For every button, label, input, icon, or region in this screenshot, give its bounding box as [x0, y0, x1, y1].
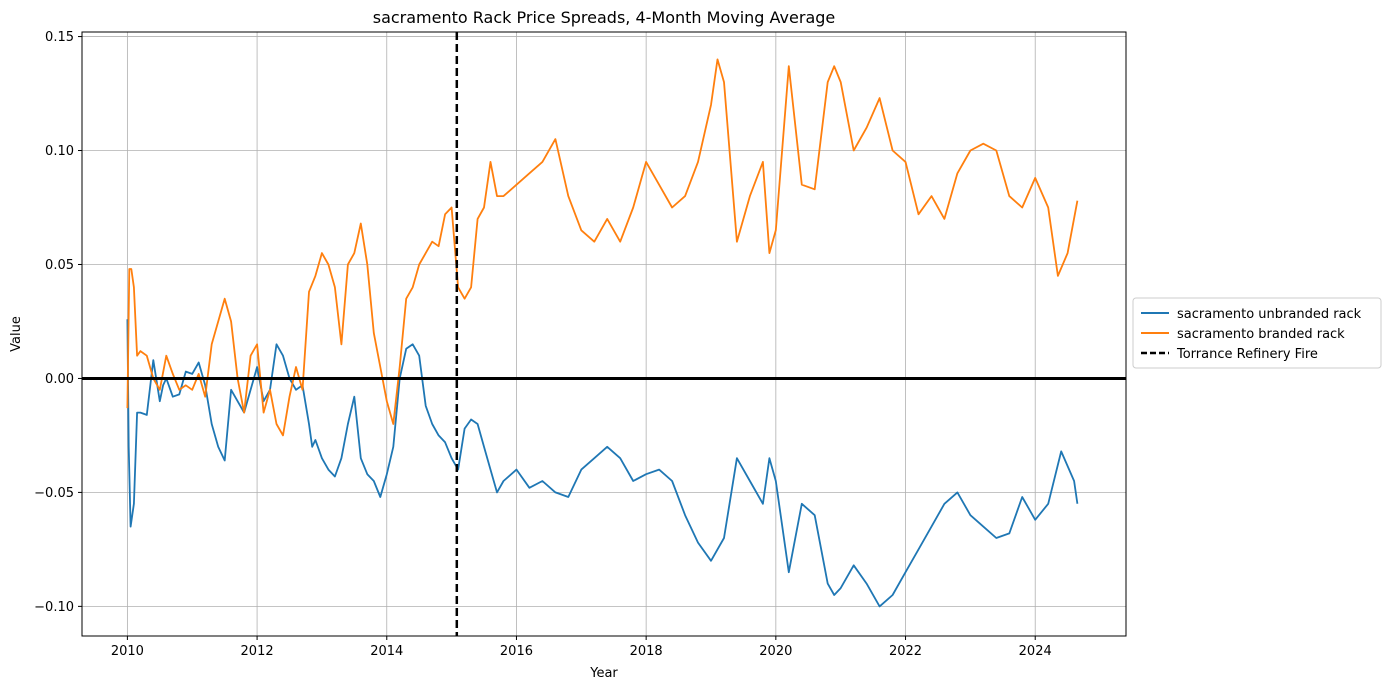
y-axis-title: Value	[9, 316, 24, 352]
legend-label-fire: Torrance Refinery Fire	[1176, 347, 1318, 362]
x-tick-label: 2012	[241, 644, 274, 659]
series-line-1	[126, 58, 1079, 437]
legend: sacramento unbranded rack sacramento bra…	[1132, 297, 1382, 369]
y-tick-label: 0.05	[45, 258, 74, 273]
x-tick-label: 2010	[111, 644, 144, 659]
y-tick-label: 0.15	[45, 30, 74, 45]
y-tick-label: 0.00	[45, 372, 74, 387]
series-lines	[126, 58, 1079, 608]
legend-label-unbranded: sacramento unbranded rack	[1177, 307, 1362, 322]
x-tick-label: 2024	[1019, 644, 1052, 659]
legend-label-branded: sacramento branded rack	[1177, 327, 1345, 342]
x-tick-label: 2018	[630, 644, 663, 659]
x-tick-label: 2022	[889, 644, 922, 659]
series-line-0	[126, 319, 1079, 608]
legend-box	[1132, 297, 1382, 369]
y-tick-label: −0.05	[34, 486, 74, 501]
x-axis-title: Year	[589, 666, 618, 681]
axis-ticks: 2010 2012 2014 2016 2018 2020 2022 2024 −0.10 −0.…	[34, 30, 1052, 659]
x-tick-label: 2014	[370, 644, 403, 659]
y-tick-label: −0.10	[34, 600, 74, 615]
plot-frame	[81, 31, 1127, 637]
chart-title: sacramento Rack Price Spreads, 4-Month M…	[373, 8, 836, 27]
reference-lines	[82, 32, 1126, 636]
x-tick-label: 2020	[759, 644, 792, 659]
x-tick-label: 2016	[500, 644, 533, 659]
y-tick-label: 0.10	[45, 144, 74, 159]
